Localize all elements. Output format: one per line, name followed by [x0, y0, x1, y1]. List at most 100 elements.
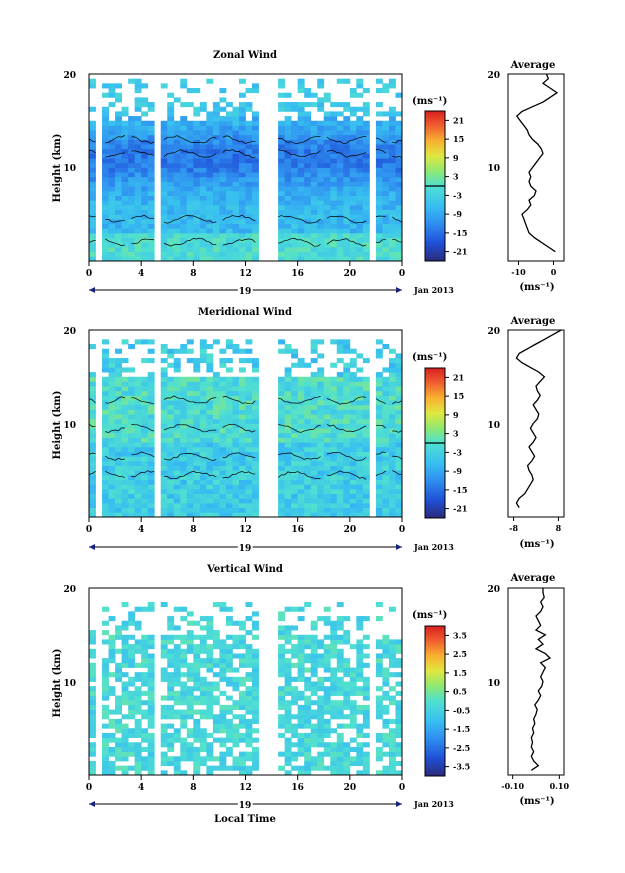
heatmap-cell: [284, 488, 292, 495]
heatmap-cell: [147, 381, 155, 387]
heatmap-cell: [238, 498, 246, 504]
heatmap-cell: [193, 190, 201, 196]
heatmap-cell: [310, 634, 318, 640]
heatmap-cell: [245, 672, 253, 678]
heatmap-cell: [278, 386, 286, 392]
heatmap-cell: [115, 446, 122, 452]
heatmap-cell: [323, 634, 331, 640]
heatmap-cell: [193, 456, 201, 462]
heatmap-cell: [297, 83, 305, 89]
heatmap-cell: [89, 125, 96, 131]
heatmap-cell: [147, 676, 155, 682]
heatmap-cell: [356, 756, 364, 762]
heatmap-cell: [219, 381, 227, 387]
heatmap-cell: [362, 732, 370, 738]
heatmap-cell: [317, 676, 325, 682]
heatmap-cell: [238, 634, 246, 640]
heatmap-cell: [89, 723, 96, 729]
heatmap-cell: [212, 400, 220, 406]
heatmap-cell: [310, 214, 318, 220]
heatmap-cell: [349, 214, 357, 220]
heatmap-cell: [278, 470, 286, 476]
heatmap-cell: [108, 102, 116, 108]
contour-line: [88, 395, 403, 405]
heatmap-cell: [219, 116, 227, 122]
heatmap-cell: [212, 456, 220, 462]
heatmap-cell: [108, 256, 116, 262]
heatmap-cell: [278, 120, 286, 126]
heatmap-cell: [278, 125, 286, 131]
heatmap-cell: [134, 237, 142, 243]
heatmap-cell: [147, 139, 155, 145]
heatmap-cell: [382, 732, 390, 738]
heatmap-cell: [284, 144, 292, 150]
heatmap-cell: [89, 512, 96, 518]
heatmap-cell: [167, 162, 175, 168]
heatmap-cell: [232, 376, 240, 382]
heatmap-cell: [245, 190, 253, 196]
heatmap-cell: [147, 488, 155, 495]
heatmap-cell: [147, 228, 155, 234]
heatmap-cell: [167, 709, 175, 715]
heatmap-cell: [238, 723, 246, 729]
heatmap-cell: [362, 690, 370, 696]
heatmap-cell: [167, 92, 175, 98]
colorbar-tick-label: 0.5: [453, 687, 467, 697]
heatmap-cell: [375, 456, 383, 462]
heatmap-cell: [108, 214, 116, 220]
heatmap-cell: [232, 451, 240, 457]
heatmap-cell: [375, 770, 383, 776]
heatmap-cell: [206, 460, 214, 466]
heatmap-cell: [180, 409, 188, 415]
heatmap-cell: [317, 153, 325, 159]
heatmap-cell: [252, 756, 259, 762]
heatmap-cell: [173, 446, 181, 452]
heatmap-cell: [343, 228, 351, 234]
heatmap-cell: [219, 639, 227, 645]
heatmap-cell: [297, 474, 305, 481]
heatmap-cell: [102, 209, 109, 215]
heatmap-cell: [330, 672, 338, 678]
heatmap-cell: [173, 390, 181, 396]
heatmap-cell: [323, 723, 331, 729]
heatmap-cell: [343, 479, 351, 485]
heatmap-cell: [206, 190, 214, 196]
heatmap-cell: [343, 616, 351, 622]
heatmap-cell: [115, 751, 122, 757]
heatmap-cell: [108, 474, 116, 481]
heatmap-cell: [252, 116, 259, 122]
heatmap-cell: [193, 214, 201, 220]
heatmap-cell: [362, 246, 370, 253]
heatmap-cell: [245, 376, 253, 382]
heatmap-cell: [121, 148, 129, 154]
heatmap-cell: [206, 195, 214, 201]
heatmap-cell: [128, 409, 136, 415]
heatmap-cell: [147, 493, 155, 499]
heatmap-cell: [330, 102, 338, 108]
heatmap-cell: [186, 242, 194, 248]
heatmap-cell: [362, 714, 370, 720]
heatmap-cell: [336, 756, 344, 762]
heatmap-cell: [304, 246, 312, 253]
heatmap-cell: [199, 223, 207, 229]
heatmap-cell: [199, 409, 207, 415]
heatmap-cell: [245, 474, 253, 481]
heatmap-cell: [388, 418, 396, 424]
heatmap-cell: [147, 130, 155, 136]
heatmap-cell: [395, 228, 403, 234]
heatmap-cell: [317, 418, 325, 424]
heatmap-cell: [317, 395, 325, 401]
heatmap-cell: [134, 446, 142, 452]
heatmap-cell: [297, 200, 305, 206]
heatmap-cell: [317, 195, 325, 201]
heatmap-cell: [212, 237, 220, 243]
heatmap-cell: [108, 507, 116, 513]
heatmap-cell: [310, 148, 318, 154]
heatmap-cell: [284, 167, 292, 173]
heatmap-cell: [219, 704, 227, 710]
heatmap-cell: [388, 376, 396, 382]
heatmap-cell: [304, 428, 312, 434]
heatmap-cell: [388, 204, 396, 210]
heatmap-cell: [102, 106, 109, 112]
heatmap-cell: [199, 134, 207, 140]
